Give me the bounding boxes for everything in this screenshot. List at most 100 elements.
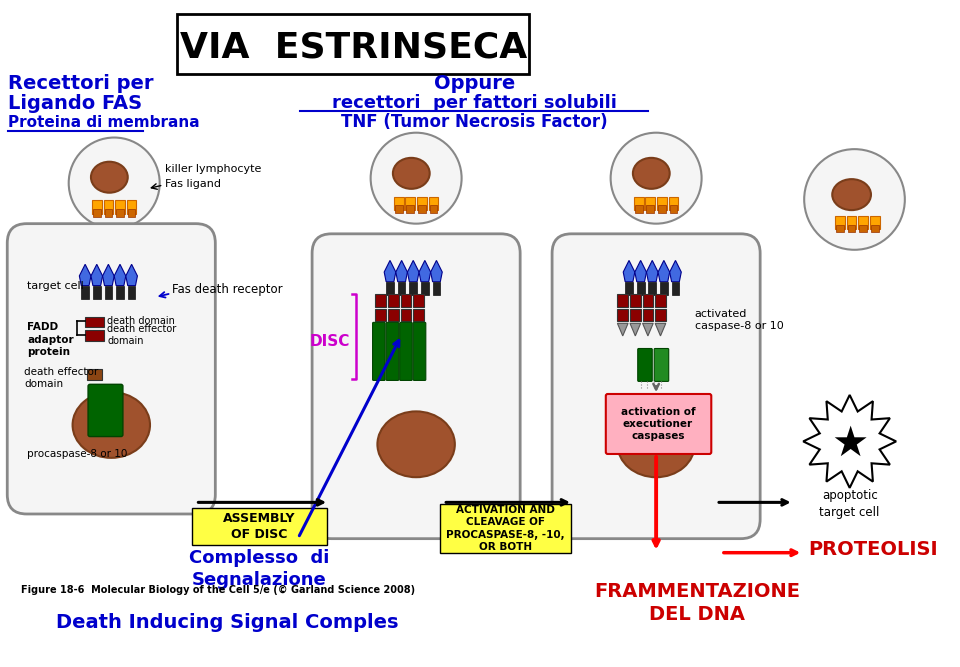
- Bar: [388, 294, 398, 307]
- FancyBboxPatch shape: [372, 322, 385, 380]
- Bar: [116, 209, 124, 217]
- Bar: [430, 205, 438, 213]
- Text: target cell: target cell: [27, 281, 84, 291]
- Bar: [375, 294, 386, 307]
- FancyBboxPatch shape: [637, 348, 652, 382]
- Bar: [672, 281, 680, 295]
- Polygon shape: [384, 260, 396, 281]
- Text: DISC: DISC: [310, 334, 350, 350]
- Polygon shape: [419, 260, 431, 281]
- Bar: [82, 285, 89, 299]
- Polygon shape: [630, 323, 640, 336]
- Text: Complesso  di
Segnalazione: Complesso di Segnalazione: [189, 549, 329, 589]
- Text: activated
caspase-8 or 10: activated caspase-8 or 10: [695, 309, 783, 331]
- Bar: [835, 216, 845, 229]
- Ellipse shape: [393, 158, 430, 189]
- Bar: [836, 225, 844, 232]
- Bar: [645, 197, 655, 210]
- Bar: [433, 281, 441, 295]
- Bar: [858, 216, 868, 229]
- Polygon shape: [80, 264, 91, 285]
- Bar: [421, 281, 429, 295]
- Bar: [429, 197, 439, 210]
- Bar: [669, 197, 679, 210]
- Bar: [105, 285, 112, 299]
- Bar: [127, 201, 136, 214]
- FancyBboxPatch shape: [606, 394, 711, 454]
- Bar: [870, 216, 879, 229]
- Circle shape: [611, 133, 702, 223]
- Bar: [395, 205, 402, 213]
- Circle shape: [804, 149, 905, 249]
- Polygon shape: [623, 260, 635, 281]
- Bar: [642, 309, 653, 321]
- Bar: [85, 317, 104, 327]
- Text: apoptotic
target cell: apoptotic target cell: [820, 489, 880, 519]
- Ellipse shape: [91, 161, 128, 193]
- Polygon shape: [617, 323, 628, 336]
- Bar: [116, 285, 124, 299]
- Polygon shape: [407, 260, 419, 281]
- Text: Fas ligand: Fas ligand: [164, 179, 221, 189]
- Bar: [630, 309, 640, 321]
- Text: VIA  ESTRINSECA: VIA ESTRINSECA: [180, 31, 527, 65]
- Bar: [648, 281, 656, 295]
- Bar: [397, 281, 405, 295]
- Bar: [85, 330, 104, 341]
- Polygon shape: [635, 260, 646, 281]
- Text: Ligando FAS: Ligando FAS: [8, 94, 142, 113]
- Text: activation of
executioner
caspases: activation of executioner caspases: [621, 407, 695, 442]
- Bar: [642, 294, 653, 307]
- Bar: [93, 285, 101, 299]
- Bar: [115, 201, 125, 214]
- Bar: [441, 504, 571, 553]
- Polygon shape: [804, 395, 896, 488]
- Polygon shape: [114, 264, 126, 285]
- Bar: [417, 197, 427, 210]
- FancyBboxPatch shape: [552, 234, 760, 539]
- Polygon shape: [103, 264, 114, 285]
- Polygon shape: [396, 260, 407, 281]
- Circle shape: [69, 137, 159, 229]
- Bar: [636, 281, 644, 295]
- Text: ACTIVATION AND
CLEAVAGE OF
PROCASPASE-8, -10,
OR BOTH: ACTIVATION AND CLEAVAGE OF PROCASPASE-8,…: [445, 505, 564, 552]
- Bar: [406, 205, 414, 213]
- Bar: [104, 201, 113, 214]
- Text: Proteina di membrana: Proteina di membrana: [8, 115, 200, 130]
- Bar: [658, 205, 666, 213]
- Bar: [413, 309, 424, 321]
- Bar: [655, 309, 666, 321]
- Bar: [859, 225, 867, 232]
- Bar: [418, 205, 426, 213]
- Bar: [871, 225, 878, 232]
- Text: Oppure: Oppure: [434, 73, 515, 93]
- Polygon shape: [646, 260, 658, 281]
- Ellipse shape: [633, 158, 670, 189]
- Text: death effector
domain: death effector domain: [24, 367, 99, 390]
- Bar: [92, 201, 102, 214]
- FancyBboxPatch shape: [177, 13, 529, 73]
- Bar: [634, 197, 643, 210]
- Bar: [388, 309, 398, 321]
- FancyBboxPatch shape: [386, 322, 398, 380]
- Text: PROTEOLISI: PROTEOLISI: [808, 540, 938, 560]
- Polygon shape: [126, 264, 137, 285]
- Ellipse shape: [73, 392, 150, 458]
- Text: procaspase-8 or 10: procaspase-8 or 10: [27, 449, 128, 459]
- Polygon shape: [642, 323, 653, 336]
- Polygon shape: [655, 323, 666, 336]
- Text: FRAMMENTAZIONE
DEL DNA: FRAMMENTAZIONE DEL DNA: [594, 582, 800, 624]
- Ellipse shape: [377, 412, 455, 477]
- Bar: [394, 197, 403, 210]
- Bar: [646, 205, 654, 213]
- Bar: [413, 294, 424, 307]
- FancyBboxPatch shape: [88, 384, 123, 437]
- Bar: [400, 309, 411, 321]
- Text: ASSEMBLY
OF DISC: ASSEMBLY OF DISC: [223, 512, 296, 541]
- Text: Figure 18-6  Molecular Biology of the Cell 5/e (© Garland Science 2008): Figure 18-6 Molecular Biology of the Cel…: [21, 585, 416, 595]
- Bar: [617, 309, 628, 321]
- Bar: [87, 369, 102, 380]
- Bar: [386, 281, 394, 295]
- Circle shape: [371, 133, 462, 223]
- Polygon shape: [91, 264, 103, 285]
